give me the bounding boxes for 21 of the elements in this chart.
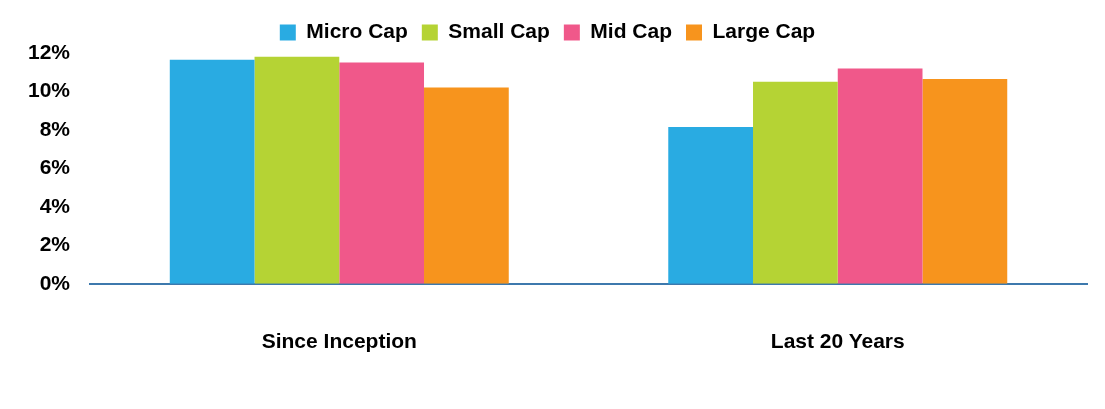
y-tick-label: 10% (28, 78, 71, 102)
y-tick-label: 6% (39, 155, 71, 179)
bar (169, 59, 255, 284)
y-tick-label: 12% (28, 39, 71, 63)
x-tick-label: Last 20 Years (770, 329, 905, 353)
bar (668, 127, 754, 284)
bar (753, 81, 838, 284)
legend-label: Micro Cap (306, 19, 408, 43)
legend-label: Mid Cap (590, 19, 673, 43)
y-tick-label: 2% (39, 232, 71, 256)
bar (254, 56, 340, 284)
bar (837, 68, 923, 284)
legend-label: Small Cap (448, 19, 550, 43)
y-tick-label: 4% (39, 193, 71, 217)
bar (922, 78, 1008, 284)
y-tick-label: 8% (39, 116, 71, 140)
legend-label: Large Cap (712, 19, 816, 43)
x-tick-label: Since Inception (261, 329, 417, 353)
bar (424, 87, 509, 284)
y-tick-label: 0% (39, 270, 71, 294)
bar (339, 62, 425, 284)
